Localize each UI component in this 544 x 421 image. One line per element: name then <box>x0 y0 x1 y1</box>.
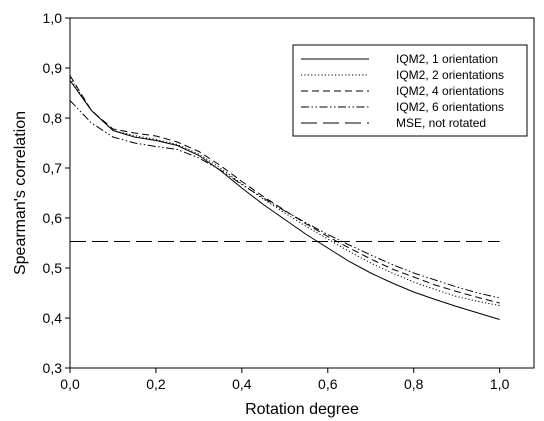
plot-area-border <box>69 17 535 369</box>
y-tick-label: 0,9 <box>43 60 63 76</box>
y-tick-label: 1,0 <box>43 10 63 26</box>
x-tick-label: 0,2 <box>146 376 166 392</box>
y-tick-label: 0,3 <box>43 360 63 376</box>
y-axis-ticks: 0,3 0,4 0,5 0,6 0,7 0,8 0,9 1,0 <box>43 10 70 376</box>
x-tick-label: 0,8 <box>404 376 424 392</box>
legend: IQM2, 1 orientation IQM2, 2 orientations I… <box>292 44 528 137</box>
y-tick-label: 0,5 <box>43 260 63 276</box>
legend-entry-label: MSE, not rotated <box>396 116 486 130</box>
legend-entry-label: IQM2, 2 orientations <box>396 68 504 82</box>
y-tick-label: 0,8 <box>43 110 63 126</box>
series-line <box>69 80 500 320</box>
series-lines <box>69 75 500 320</box>
x-tick-label: 0,4 <box>232 376 252 392</box>
legend-entry-label: IQM2, 6 orientations <box>396 100 504 114</box>
plot-frame <box>69 17 535 369</box>
x-tick-label: 0,0 <box>60 376 80 392</box>
x-axis-label: Rotation degree <box>245 401 359 418</box>
legend-entry-label: IQM2, 1 orientation <box>396 52 498 66</box>
series-line <box>69 100 500 299</box>
series-line <box>69 77 500 306</box>
y-tick-label: 0,7 <box>43 160 63 176</box>
x-axis-ticks: 0,0 0,2 0,4 0,6 0,8 1,0 <box>60 368 510 392</box>
y-tick-label: 0,6 <box>43 210 63 226</box>
y-tick-label: 0,4 <box>43 310 63 326</box>
x-tick-label: 0,6 <box>318 376 338 392</box>
legend-entry-label: IQM2, 4 orientations <box>396 84 504 98</box>
x-tick-label: 1,0 <box>490 376 510 392</box>
legend-box <box>292 44 528 137</box>
y-axis-label: Spearman's correlation <box>12 111 29 275</box>
series-line <box>69 75 500 304</box>
